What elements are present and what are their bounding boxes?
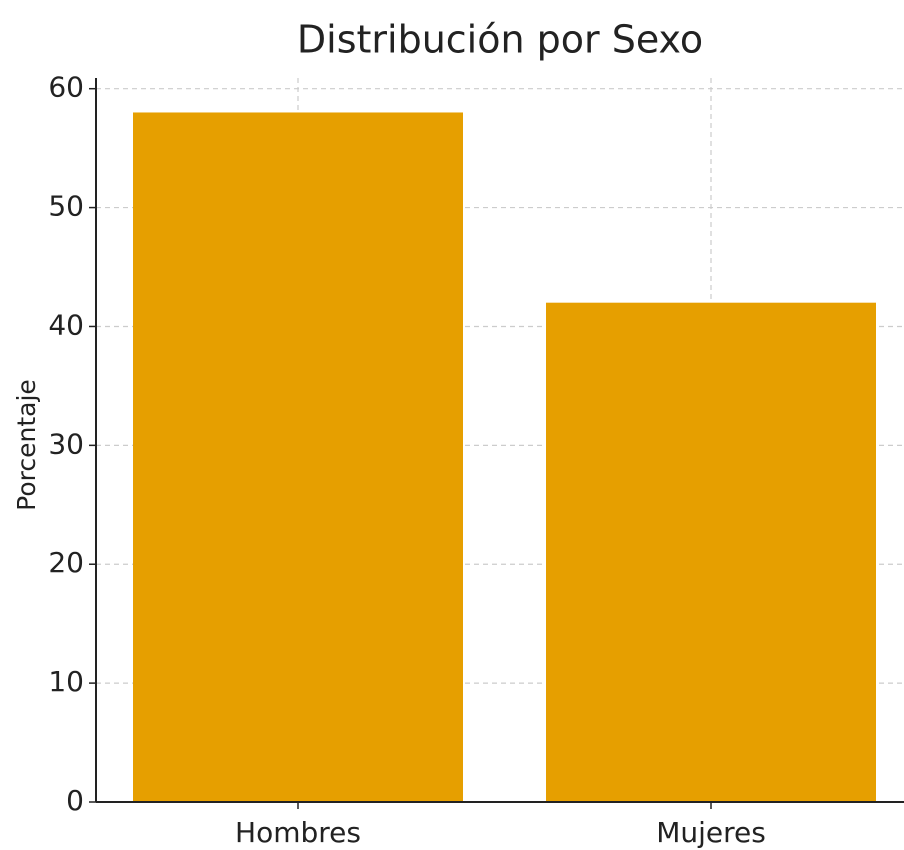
y-tick-label: 0 (66, 784, 84, 817)
chart-title: Distribución por Sexo (297, 18, 703, 62)
y-tick-label: 30 (48, 427, 84, 460)
x-tick-label: Mujeres (656, 816, 766, 849)
y-axis-label: Porcentaje (12, 379, 41, 511)
y-tick-label: 20 (48, 546, 84, 579)
x-tick-label: Hombres (235, 816, 361, 849)
y-tick-label: 10 (48, 665, 84, 698)
bar (133, 112, 463, 802)
bar (546, 302, 876, 802)
y-tick-label: 60 (48, 71, 84, 104)
y-tick-label: 50 (48, 190, 84, 223)
y-tick-label: 40 (48, 308, 84, 341)
